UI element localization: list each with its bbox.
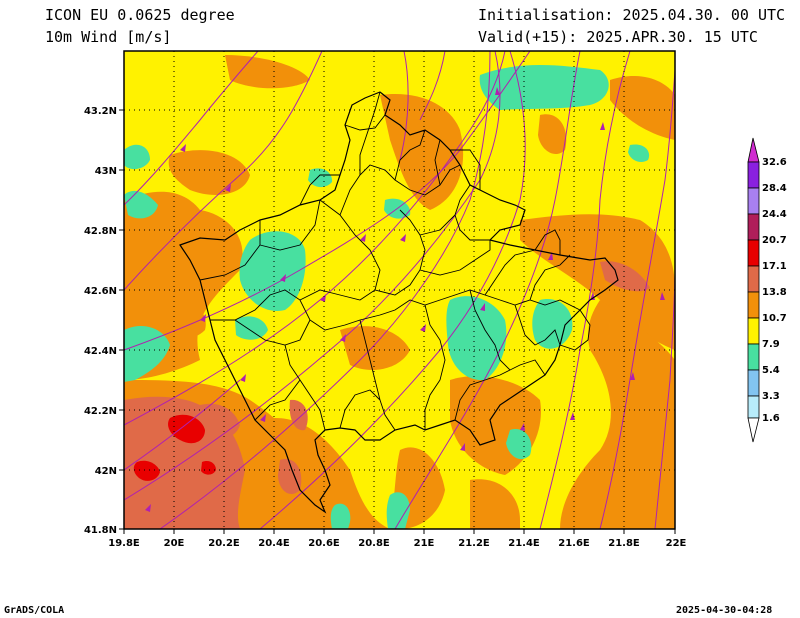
colorbar-bottom-arrow — [747, 417, 760, 443]
y-tick-labels: 43.2N 43N 42.8N 42.6N 42.4N 42.2N 42N 41… — [84, 106, 117, 536]
colorbar-top-arrow — [747, 137, 760, 163]
colorbar-label-24-4: 24.4 — [762, 209, 787, 220]
lat-lon-grid — [124, 51, 675, 529]
colorbar-bin-28-4 — [747, 161, 760, 189]
x-tick-20e: 20E — [164, 538, 185, 549]
colorbar-label-5-4: 5.4 — [762, 365, 780, 376]
colorbar-bin-1-6 — [747, 395, 760, 419]
colorbar-label-17-1: 17.1 — [762, 261, 787, 272]
x-tick-22e: 22E — [666, 538, 687, 549]
colorbar-bin-13-8 — [747, 265, 760, 293]
x-tick-21-6e: 21.6E — [558, 538, 590, 549]
x-tick-20-2e: 20.2E — [208, 538, 240, 549]
y-tick-42-6n: 42.6N — [84, 286, 117, 297]
colorbar-bin-17-1 — [747, 239, 760, 267]
render-timestamp: 2025-04-30-04:28 — [676, 605, 773, 616]
y-tick-43-2n: 43.2N — [84, 106, 117, 117]
district-borders — [199, 91, 591, 431]
y-tick-42-2n: 42.2N — [84, 406, 117, 417]
x-tick-20-6e: 20.6E — [308, 538, 340, 549]
colorbar-label-13-8: 13.8 — [762, 287, 787, 298]
colorbar-bin-20-7 — [747, 213, 760, 241]
valid-time: Valid(+15): 2025.APR.30. 15 UTC — [478, 28, 758, 46]
colorbar-label-7-9: 7.9 — [762, 339, 780, 350]
field-green-regions — [124, 65, 650, 529]
x-tick-21-2e: 21.2E — [458, 538, 490, 549]
x-tick-21-4e: 21.4E — [508, 538, 540, 549]
wind-field — [124, 51, 675, 529]
field-red-regions — [133, 414, 216, 481]
x-tick-20-4e: 20.4E — [258, 538, 290, 549]
colorbar-bin-10-7 — [747, 291, 760, 319]
colorbar-bin-3-3 — [747, 369, 760, 397]
colorbar-bin-5-4 — [747, 343, 760, 371]
field-title: 10m Wind [m/s] — [45, 28, 172, 46]
y-tick-41-8n: 41.8N — [84, 525, 117, 536]
x-tick-21e: 21E — [414, 538, 435, 549]
init-time: Initialisation: 2025.04.30. 00 UTC — [478, 6, 786, 24]
field-salmon-regions — [124, 261, 650, 529]
y-tick-43n: 43N — [95, 166, 117, 177]
x-tick-19-8e: 19.8E — [108, 538, 140, 549]
colorbar — [747, 137, 760, 443]
colorbar-label-10-7: 10.7 — [762, 313, 787, 324]
colorbar-label-20-7: 20.7 — [762, 235, 787, 246]
colorbar-label-1-6: 1.6 — [762, 413, 780, 424]
colorbar-bin-24-4 — [747, 187, 760, 215]
country-border — [179, 91, 619, 514]
streamline-arrows — [145, 87, 665, 512]
colorbar-label-28-4: 28.4 — [762, 183, 787, 194]
colorbar-label-32-6: 32.6 — [762, 157, 787, 168]
x-tick-20-8e: 20.8E — [358, 538, 390, 549]
colorbar-label-3-3: 3.3 — [762, 391, 780, 402]
software-credit: GrADS/COLA — [4, 605, 65, 616]
axis-ticks — [119, 109, 676, 534]
y-tick-42n: 42N — [95, 466, 117, 477]
y-tick-42-8n: 42.8N — [84, 226, 117, 237]
streamlines — [124, 51, 675, 529]
colorbar-bin-7-9 — [747, 317, 760, 345]
x-tick-labels: 19.8E 20E 20.2E 20.4E 20.6E 20.8E 21E 21… — [108, 538, 686, 549]
model-title: ICON EU 0.0625 degree — [45, 6, 235, 24]
y-tick-42-4n: 42.4N — [84, 346, 117, 357]
x-tick-21-8e: 21.8E — [608, 538, 640, 549]
